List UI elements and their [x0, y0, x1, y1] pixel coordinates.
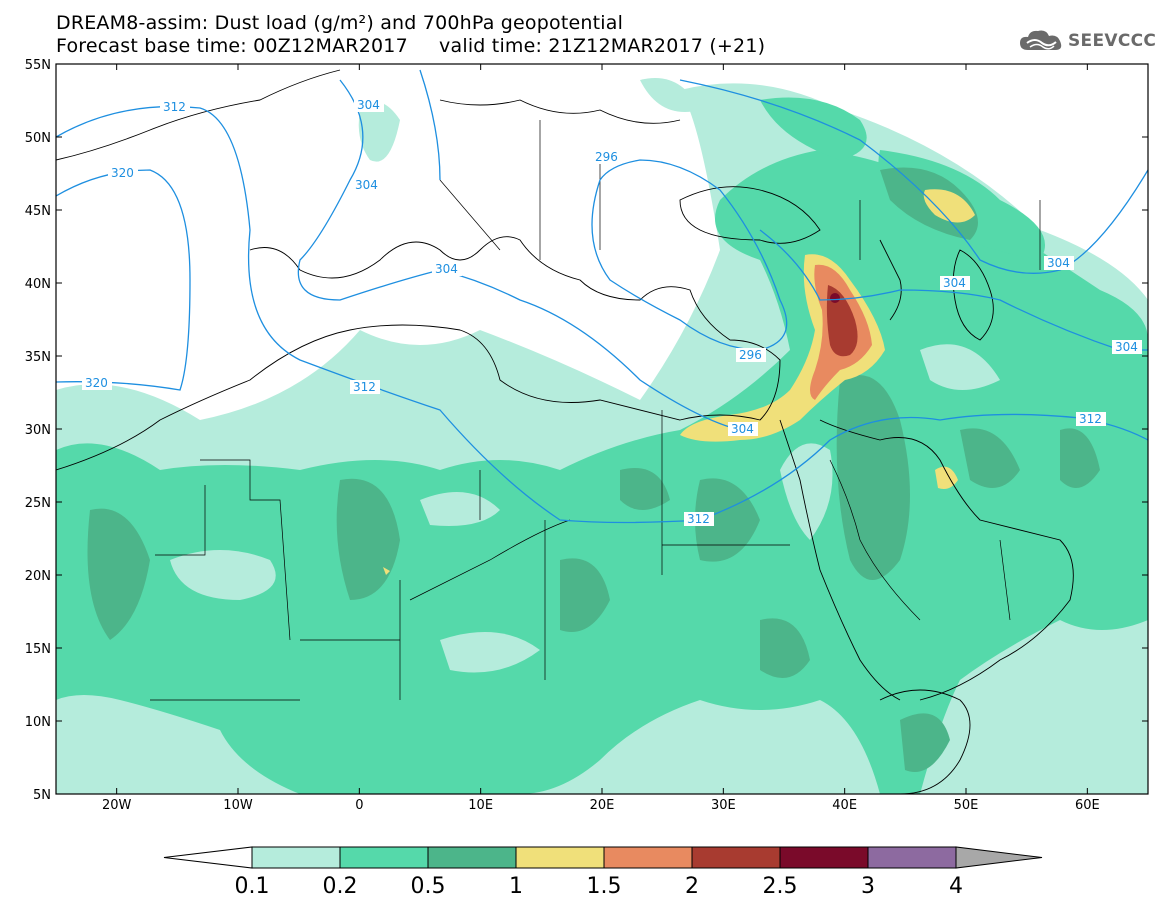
- seevccc-logo: SEEVCCC: [1018, 26, 1156, 56]
- geopotential-contours: [56, 69, 1148, 524]
- lat-tick-label: 30N: [25, 423, 51, 438]
- lon-tick-label: 10W: [223, 798, 253, 813]
- chart-subtitle-times: Forecast base time: 00Z12MAR2017 valid t…: [56, 35, 766, 57]
- contour-label: 312: [353, 380, 376, 394]
- contour-label: 304: [1047, 256, 1070, 270]
- longitude-axis: 20W 10W 0 10E 20E 30E 40E 50E 60E: [102, 64, 1100, 813]
- lat-tick-label: 5N: [33, 788, 51, 803]
- dust-field-2.5: [830, 293, 840, 303]
- contour-label: 320: [111, 166, 134, 180]
- chart-title: DREAM8-assim: Dust load (g/m²) and 700hP…: [56, 12, 624, 34]
- lon-tick-label: 30E: [711, 798, 736, 813]
- colorbar-label: 0.2: [323, 874, 358, 899]
- lat-tick-label: 25N: [25, 496, 51, 511]
- colorbar-label: 2: [685, 874, 699, 899]
- lat-tick-label: 15N: [25, 642, 51, 657]
- contour-label: 296: [739, 348, 762, 362]
- lat-tick-label: 50N: [25, 131, 51, 146]
- contour-label: 304: [357, 98, 380, 112]
- lon-tick-label: 40E: [832, 798, 857, 813]
- colorbar: 0.1 0.2 0.5 1 1.5 2 2.5 3 4: [163, 846, 1043, 899]
- dust-field-gaps: [170, 344, 1000, 673]
- colorbar-swatch: [867, 846, 957, 869]
- colorbar-swatch: [691, 846, 781, 869]
- contour-label: 320: [85, 376, 108, 390]
- lat-tick-label: 10N: [25, 715, 51, 730]
- colorbar-label: 0.1: [235, 874, 270, 899]
- cloud-logo-icon: [1020, 30, 1062, 50]
- colorbar-label: 1: [509, 874, 523, 899]
- colorbar-label: 0.5: [411, 874, 446, 899]
- contour-labels: 312 304 320 304 296 304 312 320 312 304 …: [82, 98, 1142, 526]
- logo-text: SEEVCCC: [1068, 31, 1157, 51]
- colorbar-under-triangle: [163, 846, 253, 869]
- lon-tick-label: 10E: [468, 798, 493, 813]
- lat-tick-label: 40N: [25, 277, 51, 292]
- lat-tick-label: 45N: [25, 204, 51, 219]
- colorbar-label: 4: [949, 874, 963, 899]
- lat-tick-label: 55N: [25, 58, 51, 73]
- contour-label: 296: [595, 150, 618, 164]
- lat-tick-label: 35N: [25, 350, 51, 365]
- lat-tick-label: 20N: [25, 569, 51, 584]
- country-borders: [150, 120, 1041, 701]
- contour-label: 304: [435, 262, 458, 276]
- contour-label: 304: [731, 422, 754, 436]
- contour-label: 304: [943, 276, 966, 290]
- lon-tick-label: 20E: [590, 798, 615, 813]
- colorbar-label: 3: [861, 874, 875, 899]
- colorbar-swatch: [427, 846, 517, 869]
- colorbar-swatch: [603, 846, 693, 869]
- latitude-axis: 55N 50N 45N 40N 35N 30N 25N 20N 15N 10N 5N: [25, 58, 1148, 803]
- colorbar-label: 1.5: [587, 874, 622, 899]
- dust-load-fields: [56, 78, 1148, 794]
- lon-tick-label: 60E: [1075, 798, 1100, 813]
- contour-label: 312: [163, 100, 186, 114]
- colorbar-over-triangle: [955, 846, 1043, 869]
- colorbar-swatch: [251, 846, 341, 869]
- colorbar-label: 2.5: [763, 874, 798, 899]
- contour-label: 312: [1079, 412, 1102, 426]
- colorbar-swatch: [339, 846, 429, 869]
- lon-tick-label: 20W: [102, 798, 132, 813]
- coastlines: [56, 69, 1074, 794]
- contour-label: 304: [355, 178, 378, 192]
- contour-label: 304: [1115, 340, 1138, 354]
- colorbar-swatch: [515, 846, 605, 869]
- lon-tick-label: 0: [355, 798, 363, 813]
- lon-tick-label: 50E: [954, 798, 979, 813]
- colorbar-swatch: [779, 846, 869, 869]
- contour-label: 312: [687, 512, 710, 526]
